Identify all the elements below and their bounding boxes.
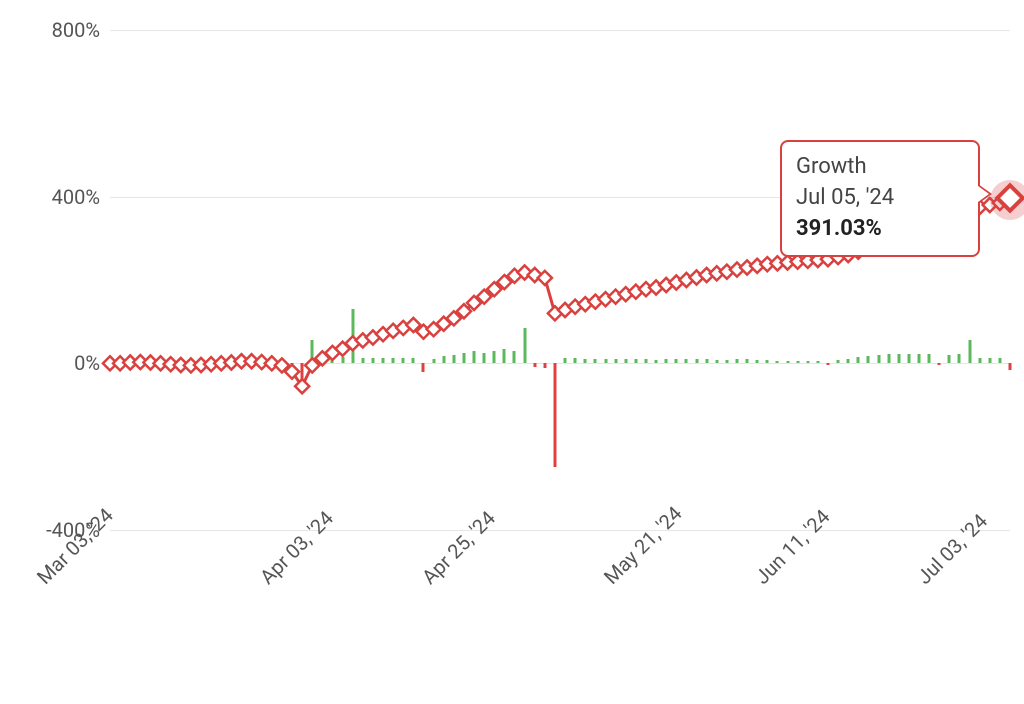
tooltip-title: Growth <box>796 152 964 183</box>
gridline <box>110 530 1010 531</box>
plot-area[interactable]: -400%0%400%800%Mar 03, '24Apr 03, '24Apr… <box>110 30 1010 530</box>
tooltip-date: Jul 05, '24 <box>796 183 964 214</box>
x-axis-label: Mar 03, '24 <box>32 503 118 589</box>
tooltip: GrowthJul 05, '24391.03% <box>780 140 980 256</box>
y-axis-label: 400% <box>52 185 110 209</box>
y-axis-label: 800% <box>52 18 110 42</box>
tooltip-value: 391.03% <box>796 214 964 245</box>
line-series <box>110 30 1010 530</box>
highlight-marker[interactable] <box>997 185 1023 215</box>
growth-chart: -400%0%400%800%Mar 03, '24Apr 03, '24Apr… <box>0 0 1024 704</box>
